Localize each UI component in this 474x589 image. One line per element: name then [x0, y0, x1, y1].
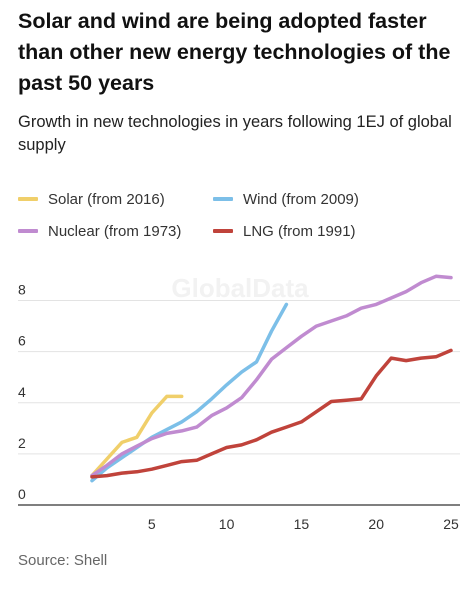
legend-item-lng: LNG (from 1991) [213, 220, 356, 242]
legend-swatch-lng [213, 229, 233, 233]
series-line-wind [90, 302, 289, 483]
legend-swatch-wind [213, 197, 233, 201]
series-line-nuclear [90, 274, 453, 478]
legend-swatch-nuclear [18, 229, 38, 233]
legend-label-wind: Wind (from 2009) [243, 190, 359, 208]
y-tick-label: 0 [18, 486, 26, 502]
series-line-solar [90, 394, 184, 478]
x-tick-label: 10 [219, 516, 235, 532]
chart-legend: Solar (from 2016) Wind (from 2009) Nucle… [18, 188, 468, 248]
y-tick-label: 8 [18, 282, 26, 298]
x-tick-label: 20 [368, 516, 384, 532]
legend-item-nuclear: Nuclear (from 1973) [18, 220, 181, 242]
legend-swatch-solar [18, 197, 38, 201]
series-line-lng [90, 348, 453, 479]
series-lines [90, 274, 453, 483]
x-tick-label: 15 [294, 516, 310, 532]
line-chart: GlobalData 0 2 4 6 8 5 10 15 20 25 [18, 273, 460, 532]
x-tick-label: 25 [443, 516, 459, 532]
y-tick-label: 2 [18, 435, 26, 451]
legend-label-nuclear: Nuclear (from 1973) [48, 222, 182, 240]
chart-title: Solar and wind are being adopted faster … [18, 9, 451, 95]
source-note: Source: Shell [18, 552, 108, 569]
y-tick-label: 4 [18, 384, 26, 400]
y-tick-label: 6 [18, 333, 26, 349]
gridlines [18, 300, 460, 506]
legend-label-solar: Solar (from 2016) [48, 190, 165, 208]
x-tick-label: 5 [148, 516, 156, 532]
chart-subtitle: Growth in new technologies in years foll… [18, 113, 452, 154]
watermark-text: GlobalData [171, 273, 309, 303]
legend-item-solar: Solar (from 2016) [18, 188, 165, 210]
axis-labels: 0 2 4 6 8 5 10 15 20 25 [18, 282, 459, 532]
legend-item-wind: Wind (from 2009) [213, 188, 359, 210]
legend-label-lng: LNG (from 1991) [243, 222, 356, 240]
